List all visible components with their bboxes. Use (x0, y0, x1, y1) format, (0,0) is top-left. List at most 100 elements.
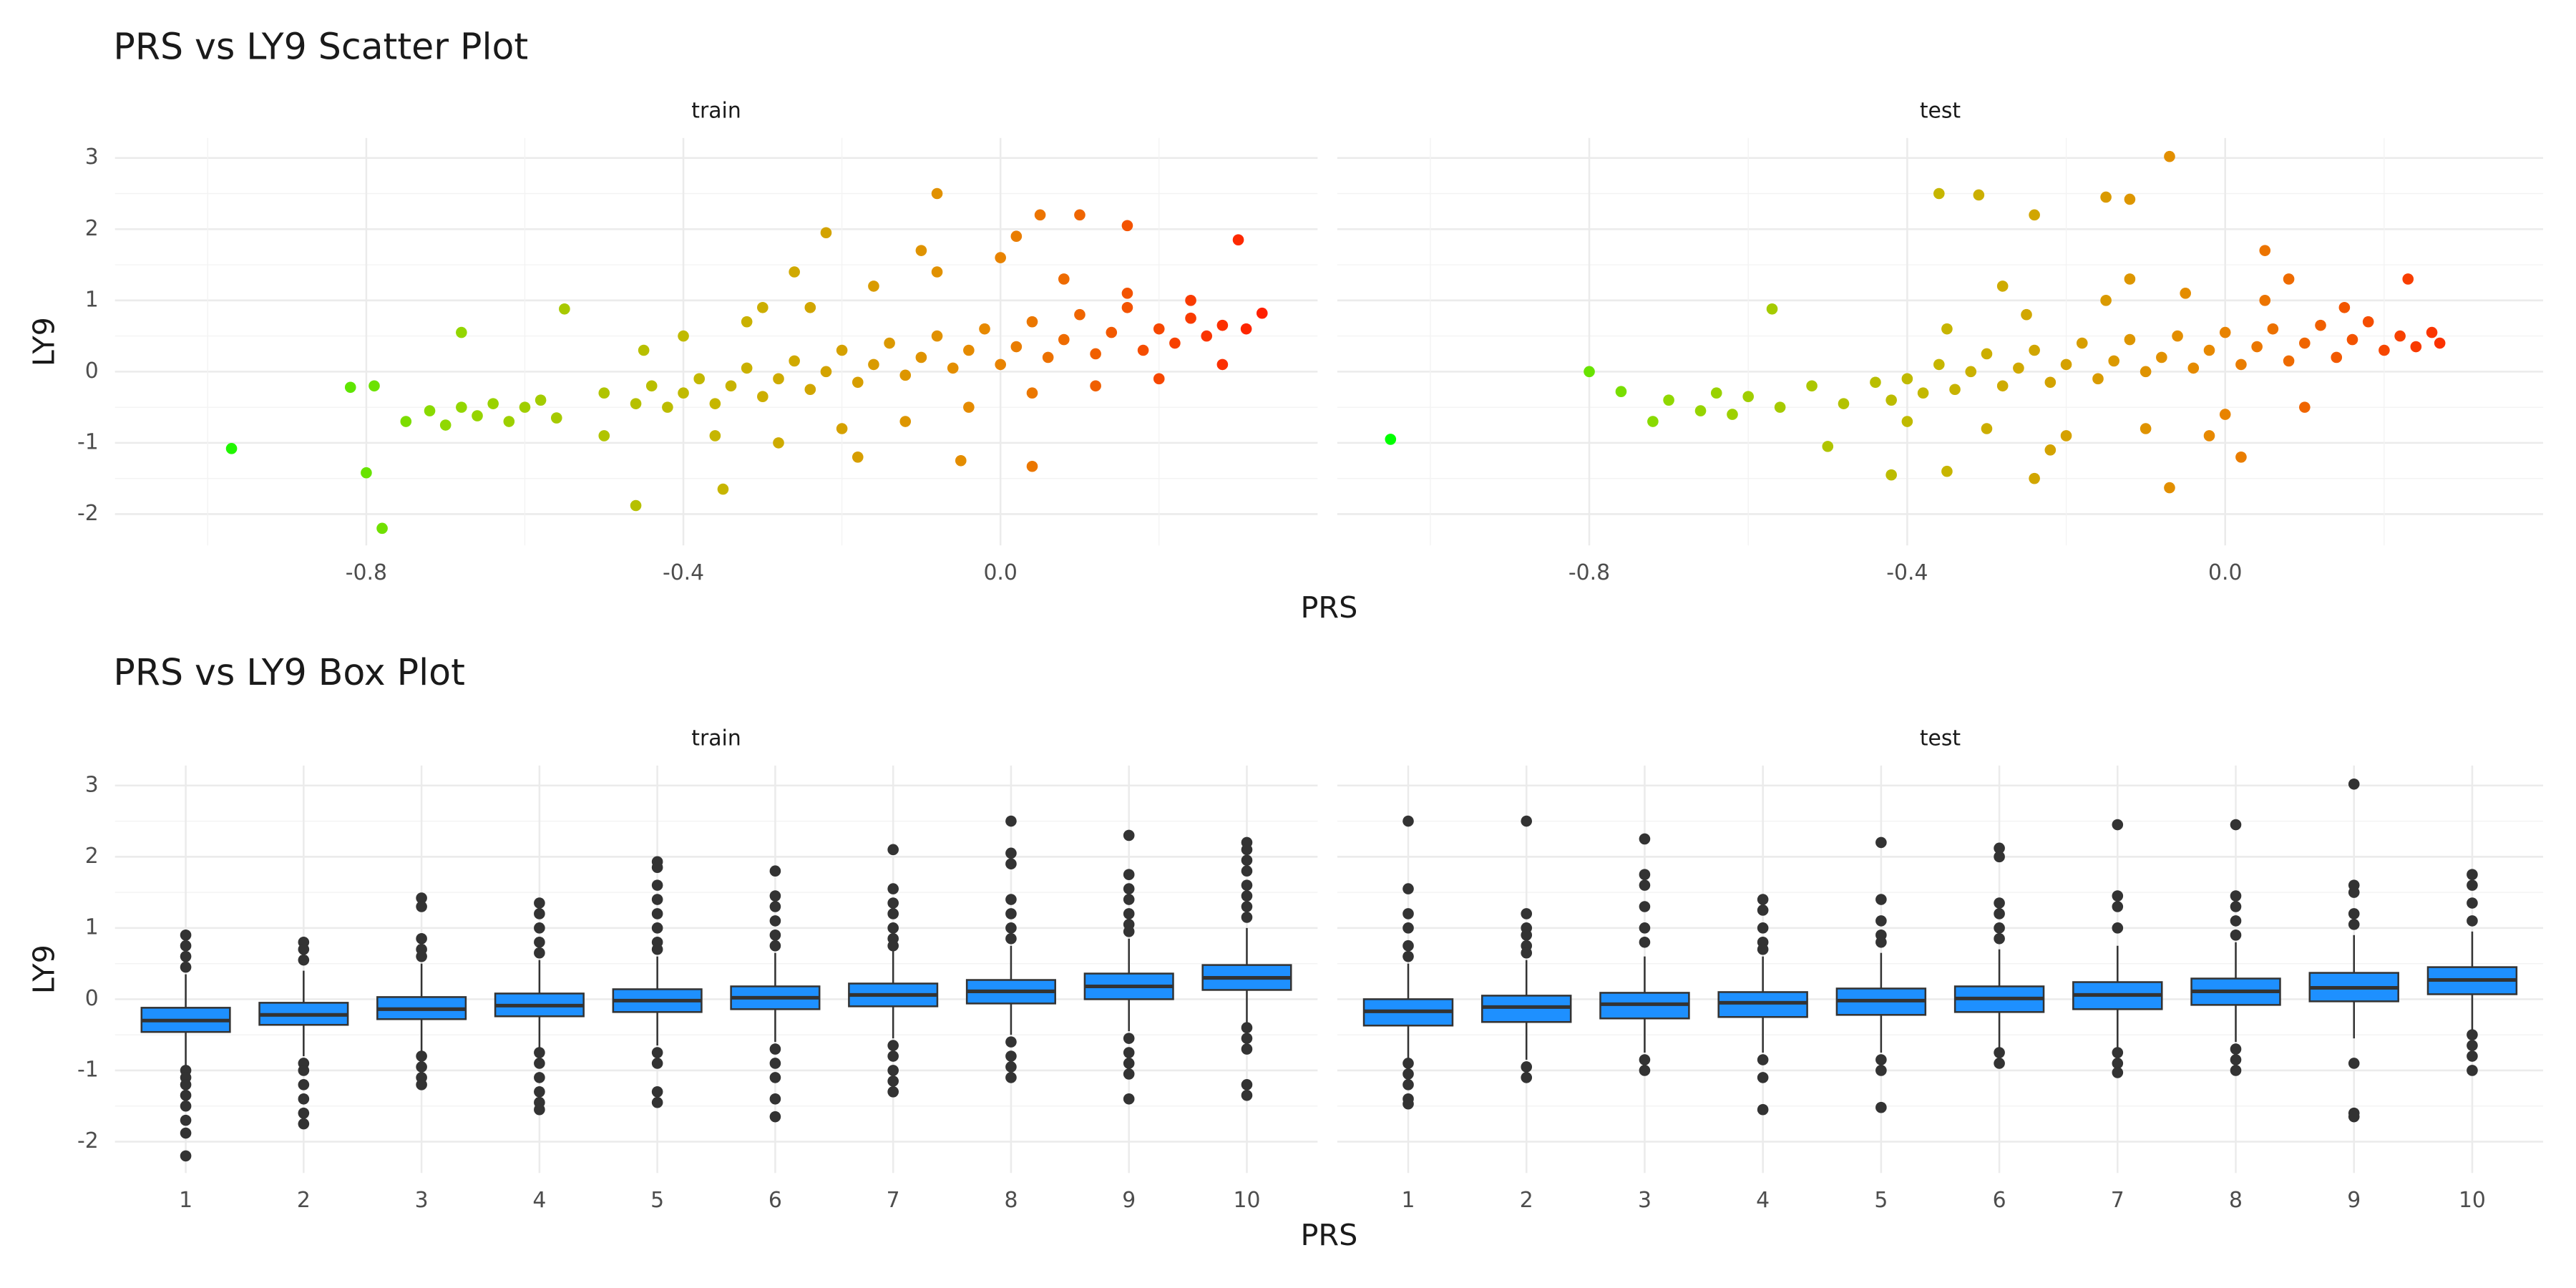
chart-title: PRS vs LY9 Box Plot (113, 651, 464, 693)
x-tick-label: 1 (179, 1188, 192, 1213)
point (963, 401, 975, 413)
outlier (298, 1065, 310, 1076)
y-tick-label: -1 (77, 1057, 99, 1082)
outlier (2348, 1111, 2360, 1123)
x-axis-title: PRS (1300, 590, 1357, 625)
point (955, 454, 967, 467)
outlier (1639, 922, 1651, 934)
outlier (180, 1150, 192, 1162)
facet-label: train (691, 726, 741, 751)
point (645, 380, 658, 392)
outlier (887, 908, 899, 919)
outlier (1402, 1058, 1414, 1069)
outlier (2348, 887, 2360, 898)
point (662, 401, 673, 413)
outlier (416, 1079, 427, 1091)
outlier (534, 1103, 545, 1116)
point (1385, 434, 1397, 445)
point (1584, 366, 1595, 378)
outlier (416, 901, 427, 912)
x-tick-label: 0.0 (983, 560, 1017, 585)
point (1153, 373, 1165, 385)
outlier (1757, 922, 1769, 934)
point (2426, 326, 2438, 338)
point (1941, 465, 1953, 477)
x-tick-label: 6 (1993, 1188, 2006, 1213)
point (2362, 316, 2374, 328)
point (757, 391, 769, 403)
point (1169, 337, 1181, 349)
facet-label: test (1920, 99, 1961, 124)
point (1663, 394, 1674, 406)
point (2434, 337, 2446, 349)
y-tick-label: 2 (85, 844, 99, 869)
outlier (1994, 1058, 2005, 1069)
x-tick-label: 7 (2111, 1188, 2124, 1213)
x-tick-label: 0.0 (2208, 560, 2242, 585)
outlier (416, 1061, 427, 1073)
outlier (534, 1058, 545, 1069)
outlier (1402, 1068, 1414, 1080)
point (1933, 358, 1945, 371)
point (1121, 301, 1133, 313)
point (225, 443, 238, 454)
point (1742, 391, 1755, 403)
x-tick-label: 5 (650, 1188, 664, 1213)
outlier (1123, 829, 1135, 841)
outlier (769, 1093, 781, 1105)
point (1256, 307, 1268, 319)
point (2299, 337, 2311, 349)
outlier (534, 1086, 545, 1098)
x-tick-label: 9 (2347, 1188, 2361, 1213)
point (2124, 333, 2136, 346)
outlier (534, 1047, 545, 1058)
outlier (1402, 908, 1414, 919)
outlier (651, 908, 663, 919)
outlier (298, 1118, 310, 1130)
point (1090, 348, 1101, 360)
point (535, 394, 547, 406)
point (773, 437, 784, 449)
point (1034, 209, 1046, 221)
outlier (1123, 1047, 1135, 1058)
x-tick-label: -0.4 (663, 560, 704, 585)
outlier (2112, 1047, 2124, 1058)
panel: test -0.8 -0.4 0.0 (1337, 99, 2544, 585)
outlier (1241, 844, 1253, 856)
y-tick-label: 3 (85, 145, 99, 170)
point (1042, 351, 1054, 364)
outlier (887, 1065, 899, 1076)
outlier (180, 1079, 192, 1091)
outlier (1994, 851, 2005, 863)
outlier (298, 954, 310, 966)
point (400, 416, 412, 427)
point (899, 369, 912, 381)
outlier (1123, 926, 1135, 937)
chart-title: PRS vs LY9 Scatter Plot (113, 25, 528, 67)
point (456, 401, 467, 413)
point (868, 280, 879, 292)
outlier (180, 950, 192, 962)
point (2044, 376, 2057, 389)
outlier (651, 1096, 663, 1108)
point (709, 398, 721, 409)
outlier (416, 932, 427, 945)
outlier (769, 1072, 781, 1083)
outlier (2230, 901, 2242, 912)
point (1137, 344, 1149, 356)
y-tick-label: -1 (77, 429, 99, 454)
point (2060, 430, 2072, 441)
outlier (1123, 1068, 1135, 1080)
point (789, 355, 800, 367)
point (2108, 355, 2120, 367)
outlier (180, 930, 192, 941)
point (995, 358, 1006, 371)
x-tick-label: 4 (532, 1188, 546, 1213)
outlier (1521, 1072, 1533, 1083)
point (947, 362, 959, 374)
outlier (1005, 908, 1017, 919)
point (2203, 344, 2215, 356)
outlier (1757, 1072, 1769, 1083)
outlier (1875, 936, 1887, 948)
y-axis-title: LY9 (26, 945, 61, 994)
